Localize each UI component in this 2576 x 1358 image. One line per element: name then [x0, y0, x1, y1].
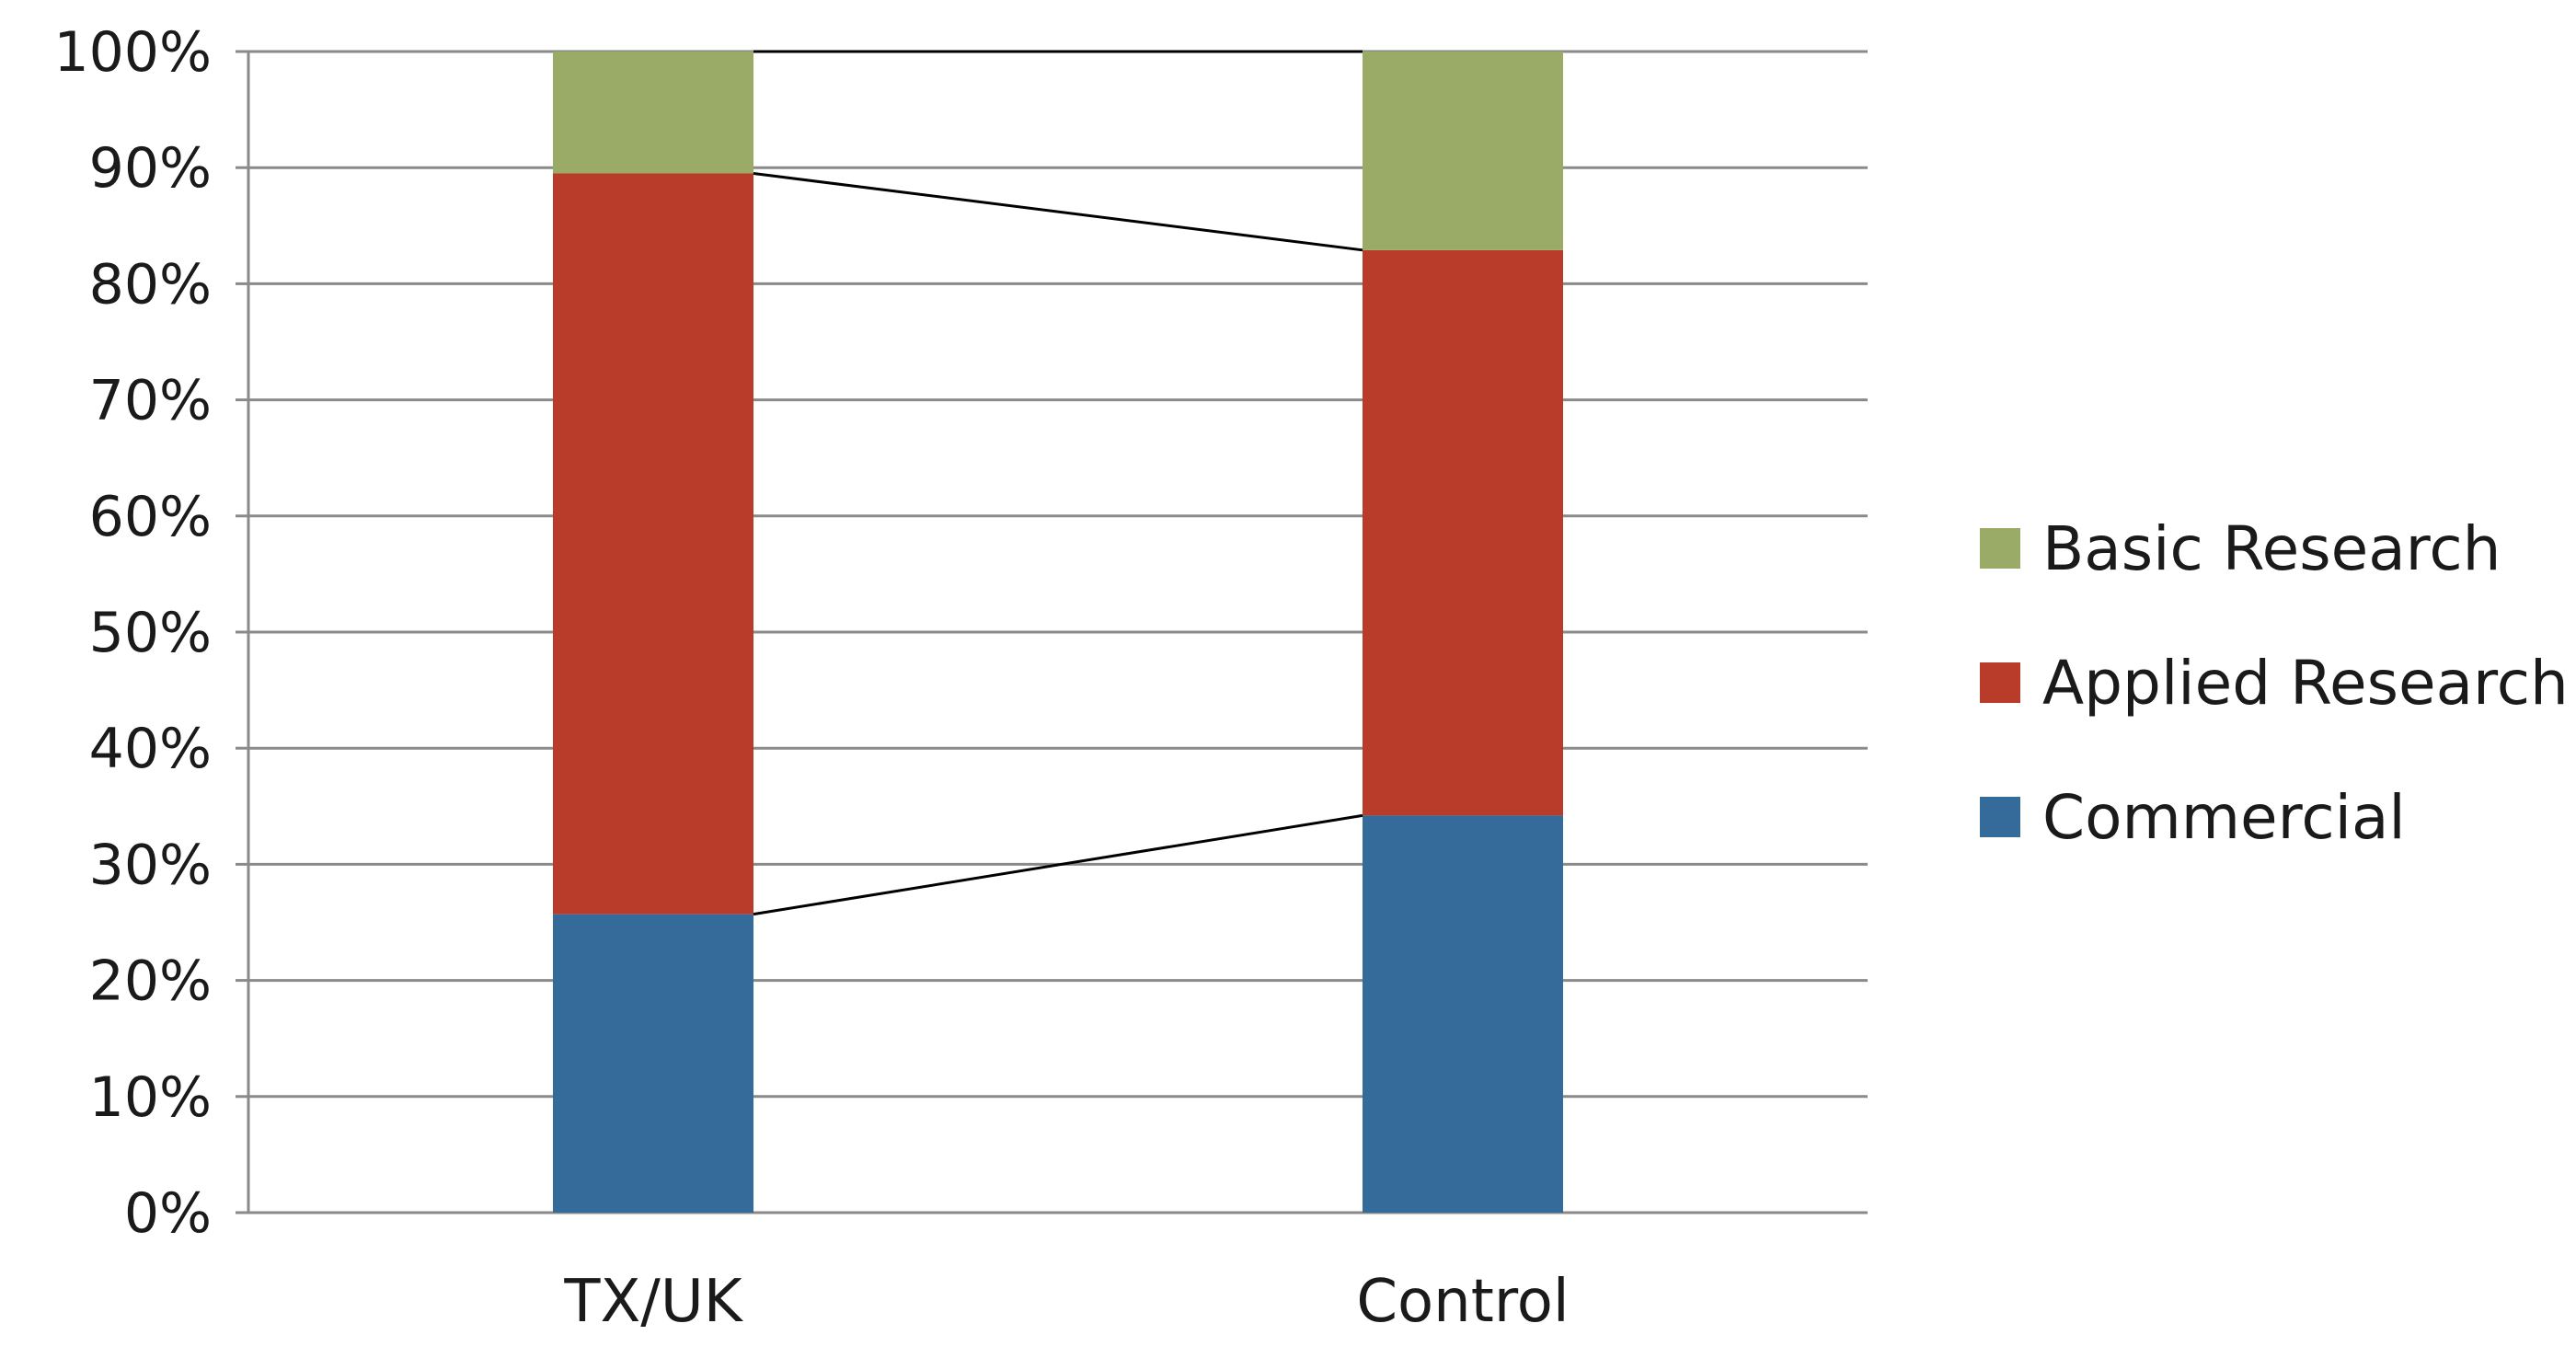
y-tick-label-30: 30%: [89, 833, 212, 897]
bar-tx-uk-basic-research: [553, 52, 753, 174]
y-tick-label-60: 60%: [89, 485, 212, 549]
legend: Basic Research Applied Research Commercial: [1980, 513, 2569, 853]
y-tick-label-90: 90%: [89, 136, 212, 201]
bar-tx-uk-applied-research: [553, 173, 753, 915]
legend-swatch-applied-research: [1980, 662, 2020, 703]
y-tick-labels: 0% 10% 20% 30% 40% 50% 60% 70% 80% 90% 100%: [53, 20, 212, 1246]
y-tick-label-20: 20%: [89, 949, 212, 1014]
connector-line-commercial: [753, 813, 1363, 916]
legend-label-commercial: Commercial: [2042, 782, 2406, 853]
x-category-labels: TX/UK Control: [563, 1268, 1569, 1336]
y-tick-label-0: 0%: [124, 1181, 212, 1246]
legend-label-basic-research: Basic Research: [2042, 513, 2501, 584]
y-tick-label-80: 80%: [89, 252, 212, 316]
y-tick-label-40: 40%: [89, 717, 212, 781]
y-tick-label-100: 100%: [53, 20, 212, 85]
bars: [553, 52, 1563, 1213]
gridlines: [248, 50, 1868, 1214]
connector-line-applied-research: [753, 172, 1363, 252]
legend-swatch-basic-research: [1980, 528, 2020, 569]
bar-tx-uk-commercial: [553, 914, 753, 1213]
axes: [236, 50, 1868, 1214]
legend-swatch-commercial: [1980, 797, 2020, 837]
y-tick-label-10: 10%: [89, 1065, 212, 1130]
bar-control-applied-research: [1363, 249, 1563, 816]
legend-label-applied-research: Applied Research: [2042, 648, 2569, 719]
bar-control-basic-research: [1363, 52, 1563, 250]
x-category-label-tx-uk: TX/UK: [563, 1268, 743, 1336]
y-tick-label-70: 70%: [89, 369, 212, 433]
y-tick-label-50: 50%: [89, 601, 212, 665]
x-category-label-control: Control: [1356, 1268, 1569, 1336]
bar-control-commercial: [1363, 815, 1563, 1213]
series-connector-lines: [753, 50, 1363, 916]
